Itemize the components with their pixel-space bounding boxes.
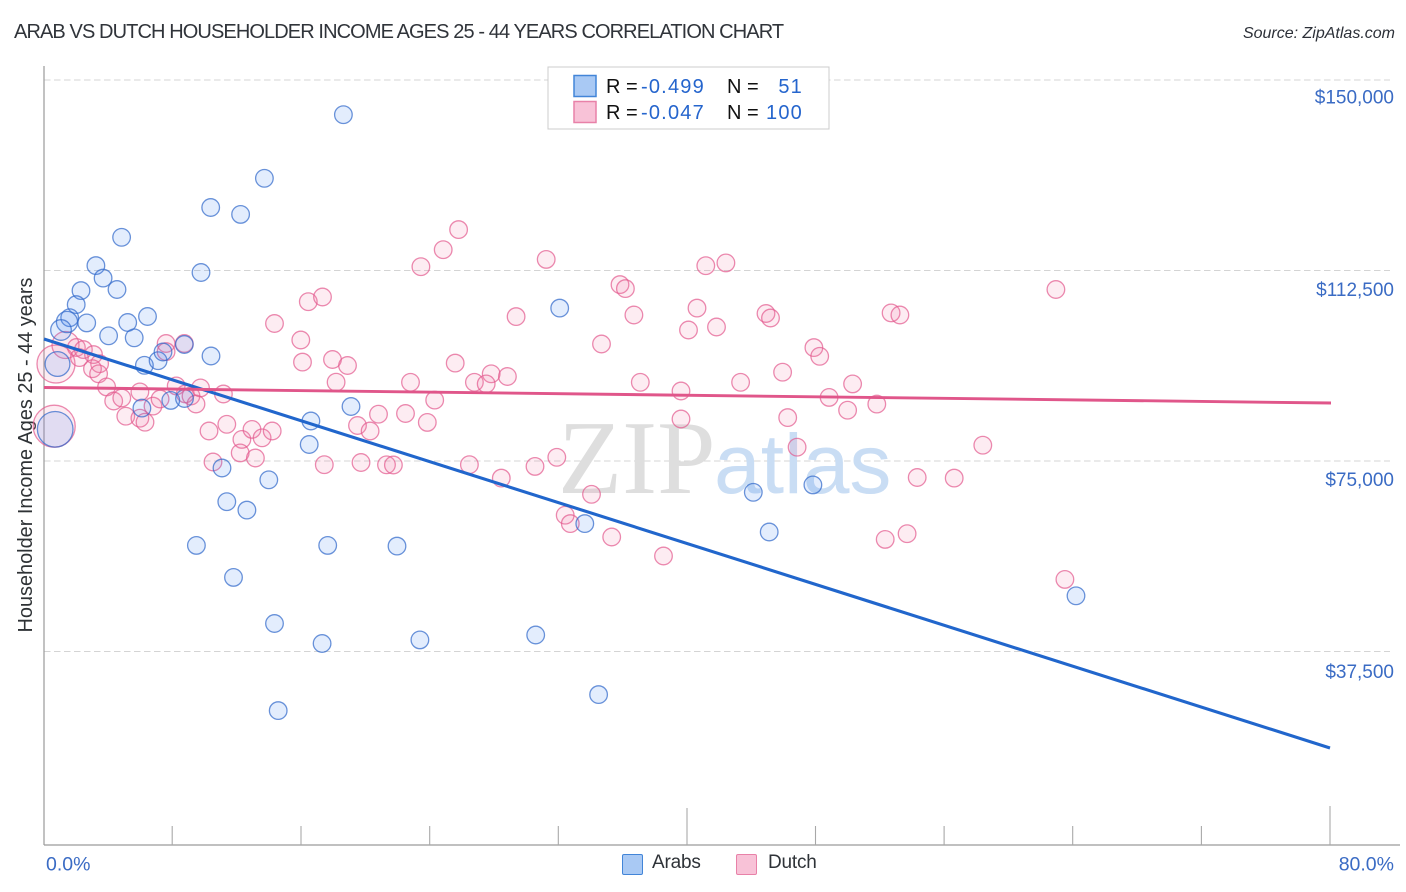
svg-text:$112,500: $112,500: [1316, 280, 1394, 301]
svg-text:-0.499: -0.499: [641, 76, 705, 98]
svg-text:$75,000: $75,000: [1325, 470, 1394, 491]
svg-text:100: 100: [766, 102, 803, 124]
svg-text:51: 51: [778, 76, 803, 98]
svg-text:N =: N =: [727, 76, 759, 98]
svg-text:0.0%: 0.0%: [46, 854, 90, 876]
svg-text:R =: R =: [606, 102, 638, 124]
svg-text:$37,500: $37,500: [1325, 662, 1394, 683]
svg-text:$150,000: $150,000: [1315, 88, 1394, 109]
svg-text:ZIP: ZIP: [558, 399, 716, 516]
svg-text:-0.047: -0.047: [641, 102, 705, 124]
svg-text:80.0%: 80.0%: [1339, 854, 1394, 876]
svg-text:N =: N =: [727, 102, 759, 124]
svg-text:R =: R =: [606, 76, 638, 98]
svg-text:atlas: atlas: [714, 417, 891, 511]
